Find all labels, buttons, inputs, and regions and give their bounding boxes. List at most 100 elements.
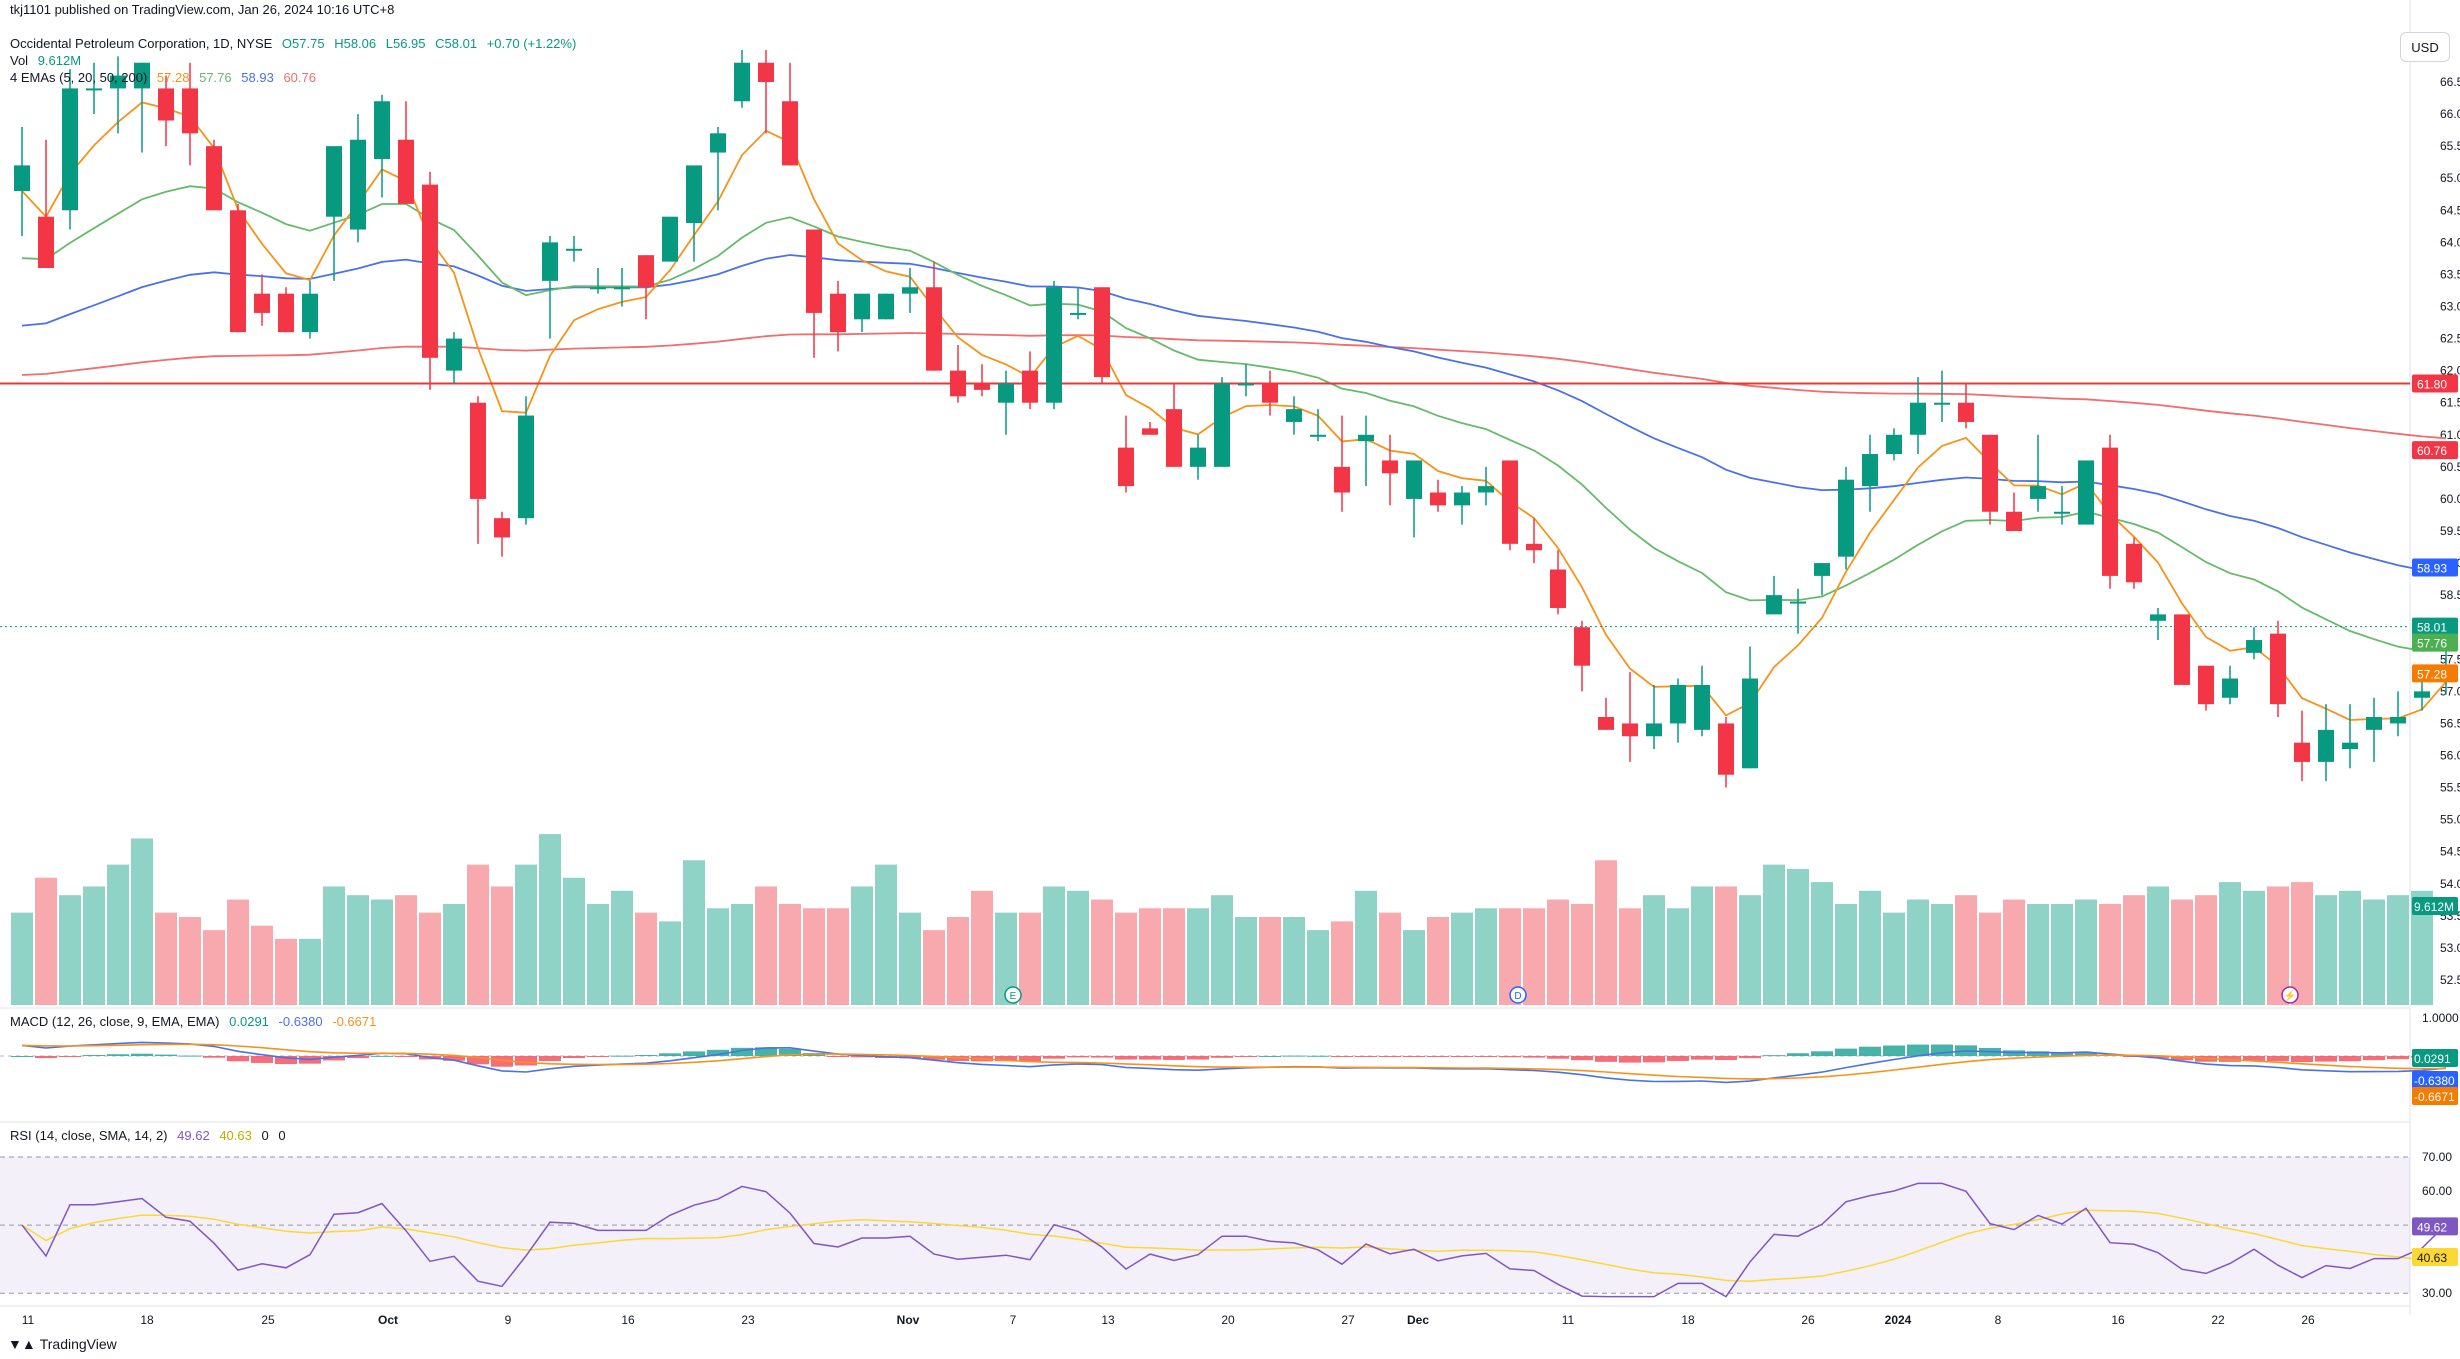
volume-bar bbox=[707, 908, 729, 1005]
macd-histogram-bar bbox=[851, 1056, 873, 1058]
volume-bar bbox=[1883, 912, 1905, 1005]
macd-histogram-bar bbox=[1091, 1056, 1113, 1058]
macd-histogram-bar bbox=[203, 1056, 225, 1058]
change-value: +0.70 (+1.22%) bbox=[486, 36, 577, 51]
ema5-line bbox=[21, 101, 2447, 721]
price-marker-label: 58.93 bbox=[2417, 562, 2447, 576]
candle-body bbox=[1814, 563, 1830, 576]
rsi-axis-label: 60.00 bbox=[2422, 1184, 2452, 1198]
candle-body bbox=[38, 216, 54, 269]
time-tick-label: Oct bbox=[378, 1313, 398, 1327]
volume-bar bbox=[2219, 882, 2241, 1005]
candle-body bbox=[1190, 447, 1206, 467]
candle-body bbox=[326, 146, 342, 217]
macd-histogram-bar bbox=[947, 1056, 969, 1062]
macd-histogram-bar bbox=[1643, 1056, 1665, 1063]
macd-histogram-bar bbox=[2027, 1051, 2049, 1056]
volume-bar bbox=[539, 834, 561, 1005]
volume-bar bbox=[1451, 912, 1473, 1005]
candle-body bbox=[2030, 486, 2046, 499]
candle-body bbox=[470, 402, 486, 499]
event-badge-label: ⚡ bbox=[2284, 989, 2296, 1002]
volume-bar bbox=[1163, 908, 1185, 1005]
price-marker-label: 60.76 bbox=[2417, 444, 2447, 458]
price-tick-label: 55.00 bbox=[2440, 813, 2460, 827]
macd-histogram-bar bbox=[2219, 1056, 2241, 1062]
volume-bar bbox=[1907, 899, 1929, 1005]
candle-body bbox=[1526, 543, 1542, 551]
candle-body bbox=[2174, 614, 2190, 685]
macd-histogram-bar bbox=[1451, 1056, 1473, 1057]
ema20-value: 57.76 bbox=[199, 70, 232, 85]
macd-histogram-bar bbox=[1211, 1056, 1233, 1058]
time-tick-label: 2024 bbox=[1885, 1313, 1912, 1327]
price-marker bbox=[2412, 633, 2458, 652]
candle-body bbox=[422, 184, 438, 358]
rsi-lower-value: 0 bbox=[278, 1128, 286, 1143]
volume-value: 9.612M bbox=[37, 53, 82, 68]
volume-bar bbox=[2027, 903, 2049, 1005]
macd-histogram-bar bbox=[1811, 1051, 1833, 1056]
candle-body bbox=[1862, 454, 1878, 487]
candle-body bbox=[734, 62, 750, 102]
price-tick-label: 58.50 bbox=[2440, 588, 2460, 602]
candle-body bbox=[2222, 678, 2238, 698]
volume-bar bbox=[1235, 917, 1257, 1005]
volume-bar bbox=[1403, 930, 1425, 1005]
volume-bar bbox=[2099, 903, 2121, 1005]
candle-body bbox=[1094, 287, 1110, 378]
macd-histogram-bar bbox=[1739, 1056, 1761, 1059]
volume-bar bbox=[107, 864, 129, 1005]
price-tick-label: 56.00 bbox=[2440, 749, 2460, 763]
volume-bar bbox=[1643, 895, 1665, 1005]
macd-marker-label: -0.6380 bbox=[2414, 1074, 2455, 1088]
currency-button[interactable]: USD bbox=[2400, 32, 2450, 62]
volume-bar bbox=[659, 921, 681, 1005]
candle-body bbox=[1550, 569, 1566, 608]
candle-body bbox=[1766, 595, 1782, 615]
volume-bar bbox=[2387, 895, 2409, 1005]
candle-body bbox=[1886, 434, 1902, 455]
price-marker-label: 57.28 bbox=[2417, 667, 2447, 681]
price-tick-label: 53.00 bbox=[2440, 941, 2460, 955]
rsi-marker-label: 49.62 bbox=[2417, 1220, 2447, 1234]
volume-bar bbox=[995, 912, 1017, 1005]
rsi-axis-label: 30.00 bbox=[2422, 1286, 2452, 1300]
volume-bar bbox=[1667, 908, 1689, 1005]
low-value: L56.95 bbox=[385, 36, 426, 51]
time-tick-label: 25 bbox=[261, 1313, 275, 1327]
macd-histogram-bar bbox=[1115, 1056, 1137, 1060]
price-tick-label: 65.50 bbox=[2440, 139, 2460, 153]
volume-bar bbox=[323, 886, 345, 1005]
volume-bar bbox=[2003, 899, 2025, 1005]
macd-histogram-bar bbox=[2147, 1056, 2169, 1059]
macd-histogram-bar bbox=[83, 1055, 105, 1057]
macd-marker bbox=[2412, 1071, 2458, 1089]
volume-bar bbox=[2075, 899, 2097, 1005]
volume-bar bbox=[731, 903, 753, 1005]
candle-body bbox=[2318, 729, 2334, 762]
macd-histogram-bar bbox=[1907, 1044, 1929, 1056]
candle-body bbox=[782, 101, 798, 166]
candle-body bbox=[158, 88, 174, 121]
macd-histogram-bar bbox=[131, 1053, 153, 1056]
time-tick-label: 8 bbox=[1995, 1313, 2002, 1327]
volume-bar bbox=[419, 912, 441, 1005]
macd-histogram-bar bbox=[827, 1056, 849, 1057]
macd-histogram-bar bbox=[1715, 1056, 1737, 1061]
macd-histogram-bar bbox=[2363, 1056, 2385, 1061]
candle-body bbox=[278, 293, 294, 333]
volume-marker-label: 9.612M bbox=[2414, 900, 2454, 914]
macd-histogram-bar bbox=[275, 1056, 297, 1065]
macd-histogram-bar bbox=[1475, 1056, 1497, 1057]
rsi-ma-value: 40.63 bbox=[219, 1128, 252, 1143]
candle-body bbox=[2246, 640, 2262, 653]
volume-label: Vol bbox=[10, 53, 29, 68]
volume-bar bbox=[1115, 912, 1137, 1005]
volume-bar bbox=[1835, 903, 1857, 1005]
macd-marker bbox=[2412, 1087, 2458, 1105]
price-tick-label: 63.50 bbox=[2440, 267, 2460, 281]
macd-histogram-bar bbox=[515, 1056, 537, 1066]
candle-body bbox=[1718, 723, 1734, 775]
